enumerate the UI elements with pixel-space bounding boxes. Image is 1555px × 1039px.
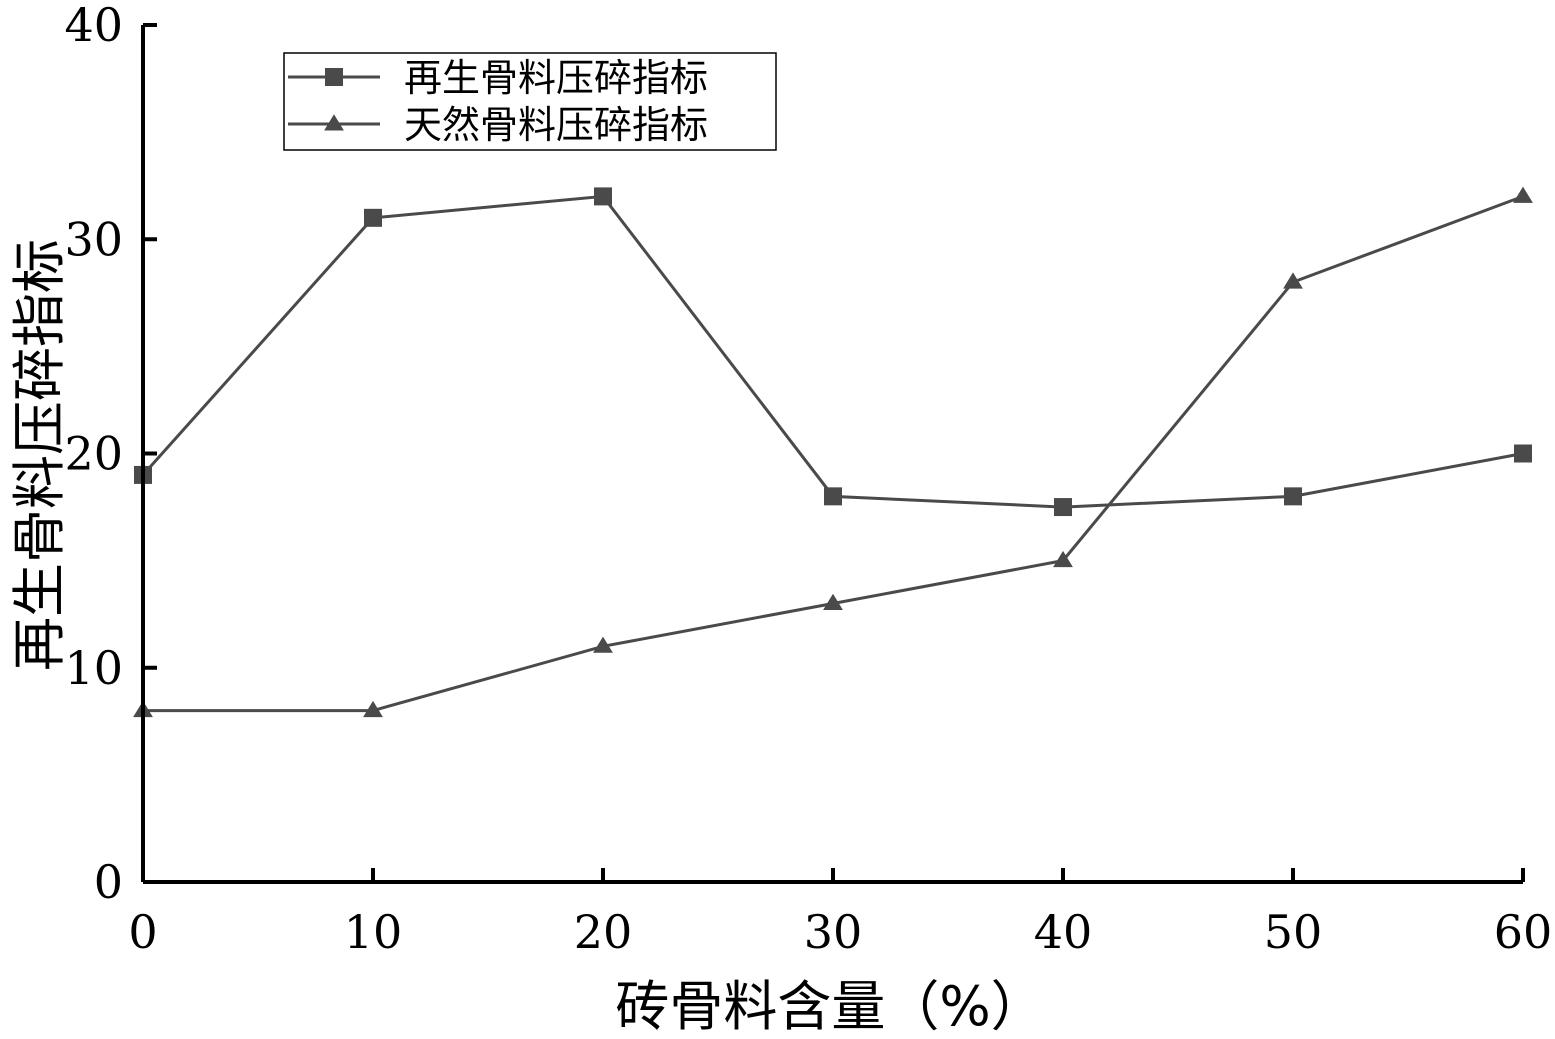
y-axis-title: 再生骨料压碎指标 bbox=[8, 239, 71, 671]
legend-label-1: 再生骨料压碎指标 bbox=[404, 56, 708, 100]
series-2-line bbox=[143, 194, 1524, 713]
y-tick-label: 20 bbox=[64, 427, 123, 481]
series-2-point bbox=[1283, 272, 1303, 289]
axes-layer bbox=[141, 25, 1523, 884]
series-2-point bbox=[1053, 550, 1073, 568]
series-2-point bbox=[823, 593, 843, 610]
series-1-point bbox=[364, 208, 382, 227]
x-tick-label: 40 bbox=[1034, 905, 1093, 959]
y-tick-label: 0 bbox=[94, 855, 123, 909]
y-tick-label: 40 bbox=[64, 0, 123, 52]
legend-marker-1 bbox=[325, 68, 343, 86]
x-axis-title: 砖骨料含量（%） bbox=[615, 975, 1044, 1038]
series-2-point bbox=[593, 636, 613, 653]
series-layer bbox=[133, 186, 1533, 718]
series-1-line bbox=[141, 194, 1524, 509]
legend-box bbox=[283, 52, 777, 151]
series-1-point bbox=[1514, 444, 1532, 463]
x-tick-label: 20 bbox=[574, 905, 633, 959]
ticks-layer: 0 10 20 30 40 50 60 0 10 20 30 40 bbox=[64, 0, 1552, 959]
x-tick-label: 30 bbox=[804, 905, 863, 959]
x-tick-label: 60 bbox=[1494, 905, 1553, 959]
series-1-point bbox=[1054, 498, 1072, 517]
series-2-point bbox=[363, 700, 383, 718]
x-tick-label: 0 bbox=[128, 905, 157, 959]
series-1-point bbox=[1284, 487, 1302, 506]
x-tick-label: 10 bbox=[344, 905, 403, 959]
y-tick-label: 10 bbox=[64, 641, 123, 695]
x-tick-label: 50 bbox=[1264, 905, 1323, 959]
series-1-point bbox=[824, 487, 842, 506]
legend-label-2: 天然骨料压碎指标 bbox=[404, 103, 708, 147]
legend-marker-2 bbox=[324, 114, 344, 131]
y-tick-label: 30 bbox=[64, 212, 123, 266]
series-1-point bbox=[594, 187, 612, 206]
series-2-point bbox=[1513, 186, 1533, 203]
